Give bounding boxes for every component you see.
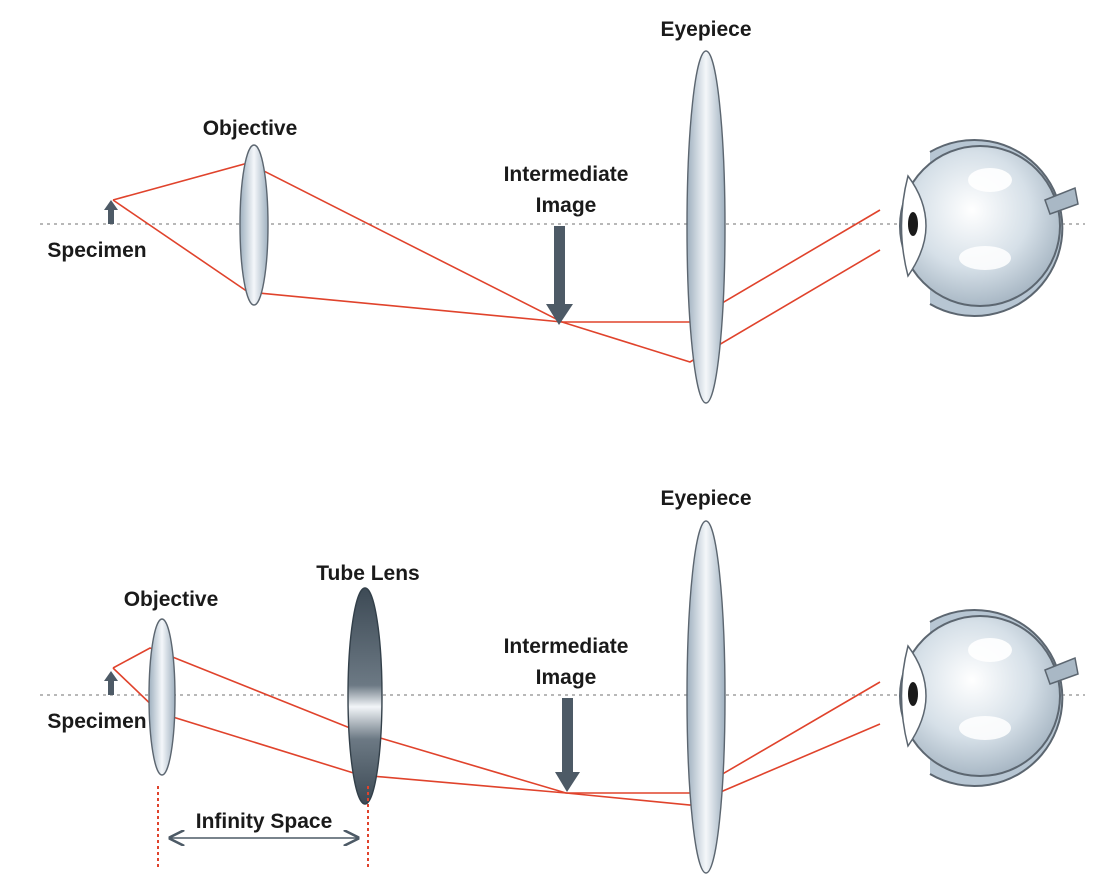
bottom-eyepiece-lens bbox=[686, 520, 726, 874]
top-light-rays bbox=[112, 162, 881, 363]
bottom-intermediate-image-arrow bbox=[555, 698, 580, 792]
top-specimen-arrow bbox=[104, 200, 118, 224]
top-specimen-label: Specimen bbox=[47, 239, 146, 262]
top-intermediate-image-arrow bbox=[546, 226, 573, 325]
top-objective-lens bbox=[239, 144, 269, 306]
bottom-light-rays bbox=[112, 647, 881, 806]
bottom-intermediate-label-line2: Image bbox=[536, 666, 597, 689]
bottom-tube-lens-label: Tube Lens bbox=[316, 562, 419, 585]
top-eye-icon bbox=[899, 139, 1079, 317]
top-diagram: Objective Specimen Intermediate Image Ey… bbox=[40, 18, 1085, 404]
bottom-tube-lens bbox=[347, 587, 383, 805]
bottom-specimen-label: Specimen bbox=[47, 710, 146, 733]
bottom-specimen-arrow bbox=[104, 671, 118, 695]
top-intermediate-label-line1: Intermediate bbox=[504, 163, 629, 186]
bottom-intermediate-label-line1: Intermediate bbox=[504, 635, 629, 658]
bottom-objective-label: Objective bbox=[124, 588, 219, 611]
top-eyepiece-label: Eyepiece bbox=[660, 18, 751, 41]
bottom-diagram: Objective Tube Lens Specimen Intermediat… bbox=[40, 487, 1085, 874]
top-eyepiece-lens bbox=[686, 50, 726, 404]
top-objective-label: Objective bbox=[203, 117, 298, 140]
infinity-space-label: Infinity Space bbox=[196, 810, 333, 833]
bottom-objective-lens bbox=[148, 618, 176, 776]
top-intermediate-label-line2: Image bbox=[536, 194, 597, 217]
bottom-eyepiece-label: Eyepiece bbox=[660, 487, 751, 510]
bottom-eye-icon bbox=[899, 609, 1079, 787]
